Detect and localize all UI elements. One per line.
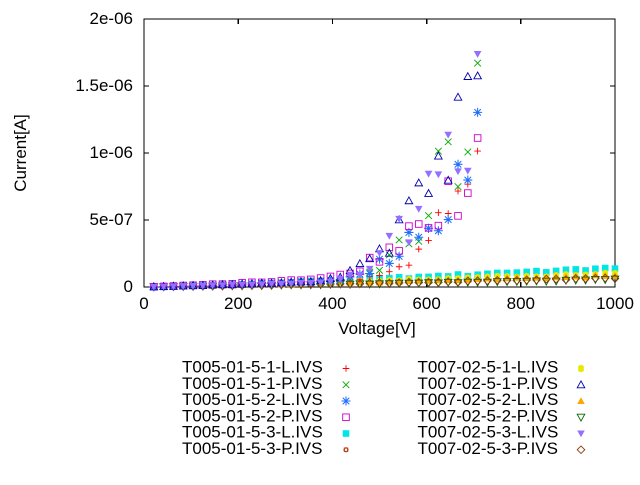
svg-text:400: 400 (318, 294, 346, 313)
svg-text:800: 800 (507, 294, 535, 313)
svg-text:0: 0 (124, 277, 133, 296)
svg-text:Voltage[V]: Voltage[V] (338, 319, 416, 338)
svg-text:1.5e-06: 1.5e-06 (75, 76, 133, 95)
svg-text:1e-06: 1e-06 (90, 143, 133, 162)
svg-text:5e-07: 5e-07 (90, 210, 133, 229)
svg-text:T007-02-5-3-P.IVS: T007-02-5-3-P.IVS (418, 439, 558, 458)
svg-text:T005-01-5-3-P.IVS: T005-01-5-3-P.IVS (182, 439, 322, 458)
svg-text:200: 200 (224, 294, 252, 313)
svg-text:2e-06: 2e-06 (90, 9, 133, 28)
svg-text:600: 600 (412, 294, 440, 313)
svg-text:Current[A]: Current[A] (11, 114, 30, 191)
svg-text:1000: 1000 (596, 294, 634, 313)
svg-text:0: 0 (139, 294, 148, 313)
